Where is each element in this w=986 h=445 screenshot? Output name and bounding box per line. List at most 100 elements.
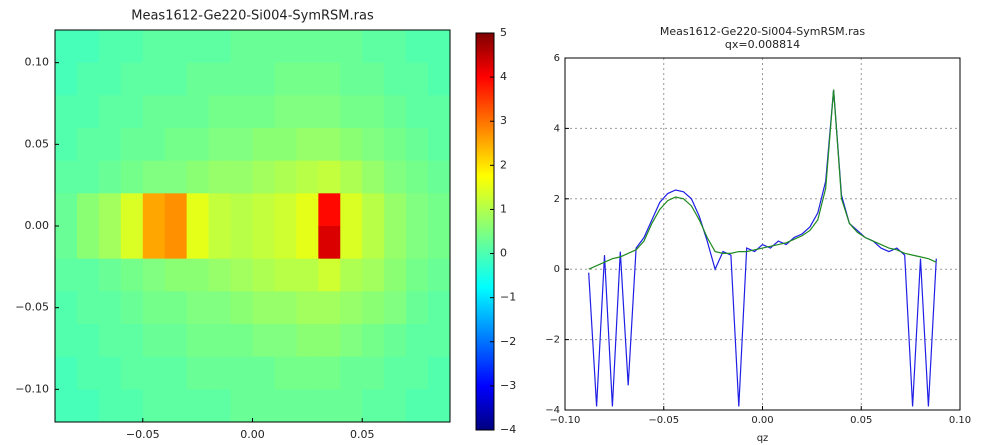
- heat-cell: [406, 160, 429, 194]
- heat-cell: [362, 62, 385, 96]
- colorbar-label: 1: [500, 202, 507, 215]
- heat-cell: [428, 128, 450, 162]
- heat-cell: [120, 258, 144, 292]
- heat-cell: [98, 291, 122, 325]
- heat-cell: [406, 226, 429, 260]
- heat-cell: [340, 291, 363, 325]
- heat-cell: [362, 356, 385, 390]
- heat-cell: [55, 226, 78, 260]
- heat-cell: [120, 291, 144, 325]
- heat-cell: [362, 193, 385, 227]
- heat-cell: [55, 291, 78, 325]
- heat-cell: [362, 226, 385, 260]
- heat-cell: [164, 356, 188, 390]
- heat-cell: [318, 30, 341, 64]
- heat-cell: [208, 95, 232, 129]
- heat-cell: [296, 95, 319, 129]
- heat-cell: [362, 291, 385, 325]
- heat-cell: [164, 95, 188, 129]
- heat-cell: [98, 95, 122, 129]
- heat-cell: [55, 160, 78, 194]
- x-tick-label: 0.10: [949, 415, 971, 426]
- heat-cell: [428, 226, 450, 260]
- heat-cell: [76, 160, 100, 194]
- heat-cell: [252, 193, 275, 227]
- heat-cell: [142, 95, 166, 129]
- heat-cell: [362, 389, 385, 422]
- y-tick-label: −0.10: [15, 382, 49, 395]
- data-line: [588, 89, 937, 270]
- heat-cell: [98, 389, 122, 422]
- heat-cell: [406, 258, 429, 292]
- heat-cell: [98, 193, 122, 227]
- heat-cell: [186, 95, 210, 129]
- heat-cell: [164, 193, 188, 227]
- y-tick-label: 0: [554, 264, 560, 275]
- heat-cell: [120, 30, 144, 64]
- heat-cell: [252, 30, 275, 64]
- heat-cell: [230, 226, 253, 260]
- heat-cell: [296, 62, 319, 96]
- heat-cell: [384, 356, 407, 390]
- heat-cell: [296, 291, 319, 325]
- heat-cell: [318, 128, 341, 162]
- heat-cell: [186, 356, 210, 390]
- lines: [588, 89, 937, 407]
- heat-cell: [428, 95, 450, 129]
- heat-cell: [186, 389, 210, 422]
- heat-cell: [208, 160, 232, 194]
- heat-cell: [164, 389, 188, 422]
- heat-cell: [274, 389, 297, 422]
- heat-cell: [406, 128, 429, 162]
- heat-cell: [428, 258, 450, 292]
- heat-cell: [142, 324, 166, 358]
- heat-cell: [142, 291, 166, 325]
- heat-cell: [208, 324, 232, 358]
- heat-cell: [208, 30, 232, 64]
- heat-cell: [406, 62, 429, 96]
- y-tick-label: 0.00: [25, 219, 50, 232]
- x-tick-label: 0.05: [850, 415, 872, 426]
- heat-cell: [76, 389, 100, 422]
- heat-cell: [296, 356, 319, 390]
- y-tick-label: −2: [545, 335, 560, 346]
- heat-cell: [98, 258, 122, 292]
- heat-cell: [252, 258, 275, 292]
- colorbar-label: −2: [500, 335, 516, 348]
- heat-cell: [76, 291, 100, 325]
- colorbar-label: 0: [500, 247, 507, 260]
- heat-cell: [428, 389, 450, 422]
- colorbar: [475, 32, 495, 431]
- data-line: [588, 89, 937, 407]
- heat-cell: [55, 258, 78, 292]
- heat-cell: [318, 291, 341, 325]
- heat-cell: [428, 324, 450, 358]
- heat-cell: [208, 226, 232, 260]
- heat-cell: [98, 62, 122, 96]
- heat-cell: [428, 62, 450, 96]
- heat-cell: [208, 258, 232, 292]
- heat-cell: [98, 226, 122, 260]
- heat-cell: [55, 356, 78, 390]
- x-tick-label: 0.00: [240, 428, 265, 441]
- heat-cell: [274, 193, 297, 227]
- heat-cell: [208, 193, 232, 227]
- heat-cell: [406, 95, 429, 129]
- heat-cell: [274, 291, 297, 325]
- heat-cell: [296, 128, 319, 162]
- heat-cell: [164, 160, 188, 194]
- heat-cell: [76, 62, 100, 96]
- heat-cell: [120, 389, 144, 422]
- heat-cell: [186, 30, 210, 64]
- heat-cell: [318, 356, 341, 390]
- heat-cell: [55, 128, 78, 162]
- heat-cell: [406, 291, 429, 325]
- heat-cell: [296, 193, 319, 227]
- heat-cell: [340, 324, 363, 358]
- heat-cell: [98, 324, 122, 358]
- heat-cell: [186, 128, 210, 162]
- colorbar-label: 5: [500, 26, 507, 39]
- heat-cell: [230, 160, 253, 194]
- heat-cell: [208, 356, 232, 390]
- cells: [55, 30, 450, 422]
